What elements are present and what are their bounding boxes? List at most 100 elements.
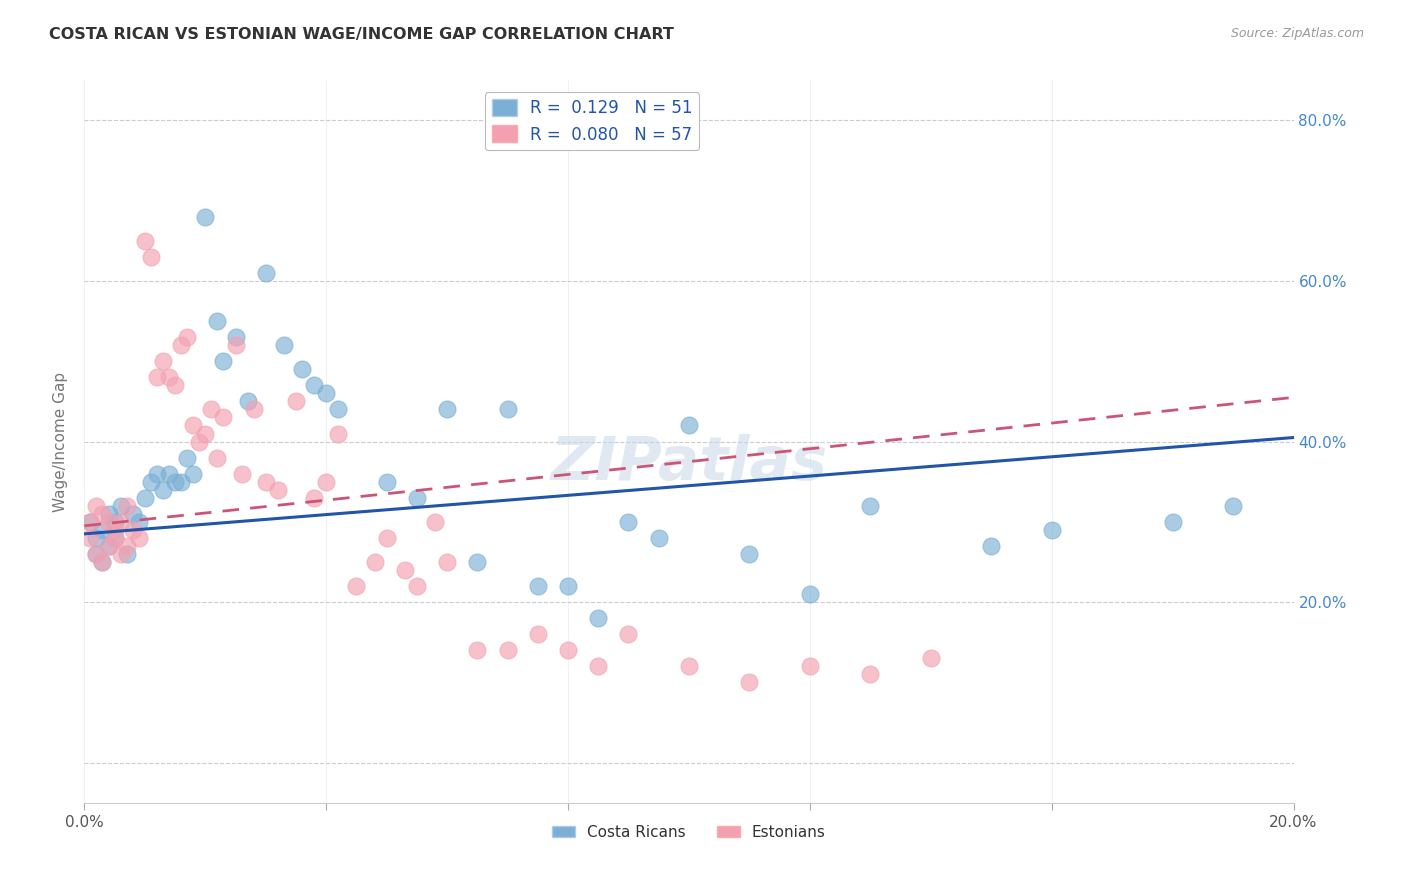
Point <box>139 250 162 264</box>
Point <box>1161 515 1184 529</box>
Point <box>617 515 640 529</box>
Point <box>467 643 489 657</box>
Point <box>157 370 180 384</box>
Point <box>527 579 550 593</box>
Point <box>1040 523 1063 537</box>
Point <box>79 515 101 529</box>
Point <box>980 539 1002 553</box>
Point <box>207 314 229 328</box>
Point <box>152 483 174 497</box>
Point <box>146 370 169 384</box>
Point <box>375 475 398 489</box>
Point <box>557 643 579 657</box>
Point <box>110 515 132 529</box>
Point <box>588 611 610 625</box>
Point <box>181 467 204 481</box>
Point <box>181 418 204 433</box>
Point <box>115 499 138 513</box>
Point <box>557 579 579 593</box>
Point <box>363 555 385 569</box>
Text: ZIPatlas: ZIPatlas <box>550 434 828 492</box>
Point <box>315 475 337 489</box>
Point <box>212 354 235 368</box>
Point <box>97 539 120 553</box>
Point <box>375 531 398 545</box>
Text: Source: ZipAtlas.com: Source: ZipAtlas.com <box>1230 27 1364 40</box>
Point <box>436 555 458 569</box>
Point <box>86 547 108 561</box>
Y-axis label: Wage/Income Gap: Wage/Income Gap <box>53 371 69 512</box>
Point <box>328 402 350 417</box>
Point <box>291 362 314 376</box>
Point <box>267 483 290 497</box>
Point <box>273 338 295 352</box>
Point <box>617 627 640 641</box>
Point <box>467 555 489 569</box>
Point <box>527 627 550 641</box>
Point <box>242 402 264 417</box>
Point <box>188 434 211 449</box>
Point <box>194 426 217 441</box>
Point <box>97 515 120 529</box>
Legend: Costa Ricans, Estonians: Costa Ricans, Estonians <box>546 819 832 846</box>
Point <box>496 402 519 417</box>
Point <box>165 378 187 392</box>
Point <box>799 659 821 673</box>
Point <box>165 475 187 489</box>
Point <box>1222 499 1244 513</box>
Point <box>423 515 446 529</box>
Point <box>678 418 700 433</box>
Point <box>406 579 429 593</box>
Point <box>115 547 138 561</box>
Point <box>104 531 127 545</box>
Point <box>254 266 277 280</box>
Point <box>207 450 229 465</box>
Point <box>91 555 114 569</box>
Point <box>588 659 610 673</box>
Point <box>86 499 108 513</box>
Point <box>152 354 174 368</box>
Point <box>79 515 101 529</box>
Point <box>254 475 277 489</box>
Point <box>104 515 127 529</box>
Point <box>738 675 761 690</box>
Point <box>86 531 108 545</box>
Point <box>496 643 519 657</box>
Point <box>91 555 114 569</box>
Point <box>104 531 127 545</box>
Point <box>194 210 217 224</box>
Point <box>225 330 247 344</box>
Point <box>97 539 120 553</box>
Point <box>394 563 416 577</box>
Point <box>302 491 325 505</box>
Point <box>91 523 114 537</box>
Point <box>225 338 247 352</box>
Point <box>110 547 132 561</box>
Point <box>436 402 458 417</box>
Point <box>121 523 143 537</box>
Point <box>328 426 350 441</box>
Text: COSTA RICAN VS ESTONIAN WAGE/INCOME GAP CORRELATION CHART: COSTA RICAN VS ESTONIAN WAGE/INCOME GAP … <box>49 27 673 42</box>
Point <box>200 402 222 417</box>
Point <box>157 467 180 481</box>
Point <box>115 539 138 553</box>
Point <box>128 515 150 529</box>
Point <box>346 579 368 593</box>
Point <box>176 330 198 344</box>
Point <box>79 531 101 545</box>
Point <box>134 234 156 248</box>
Point <box>859 499 882 513</box>
Point <box>86 547 108 561</box>
Point <box>176 450 198 465</box>
Point <box>285 394 308 409</box>
Point <box>146 467 169 481</box>
Point <box>134 491 156 505</box>
Point <box>648 531 671 545</box>
Point <box>128 531 150 545</box>
Point <box>231 467 253 481</box>
Point <box>859 667 882 681</box>
Point <box>678 659 700 673</box>
Point <box>406 491 429 505</box>
Point <box>170 475 193 489</box>
Point <box>97 507 120 521</box>
